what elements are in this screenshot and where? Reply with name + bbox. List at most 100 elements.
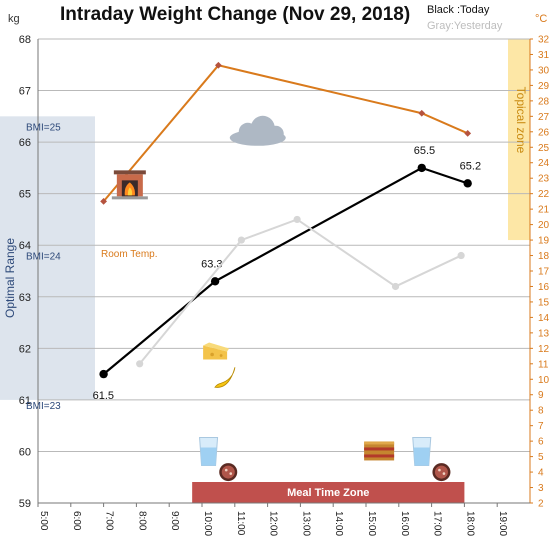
today-point [99,369,108,379]
x-tick-label: 6:00 [71,511,82,531]
today-data-label: 63.3 [201,258,222,270]
cloud-puff [267,125,284,142]
y-left-unit: kg [8,13,20,25]
y-right-tick-label: 20 [538,220,550,231]
y-right-tick-label: 4 [538,468,544,479]
cheese-icon [203,342,230,360]
fat-dot [229,472,233,475]
y-right-tick-label: 14 [538,313,550,324]
water-glass-icon [412,436,432,466]
bmi-label: BMI=23 [26,401,61,412]
bmi-label: BMI=25 [26,123,61,134]
x-tick-label: 10:00 [202,511,213,536]
x-tick-label: 5:00 [38,511,49,531]
yesterday-point [457,251,465,260]
banana-body [214,367,236,388]
series-line-room-temp- [102,64,469,203]
y-right-tick-label: 3 [538,483,544,494]
y-right-tick-label: 12 [538,344,550,355]
y-right-tick-label: 25 [538,143,550,154]
sauce-layer [364,447,395,451]
icons-layer [111,115,451,482]
x-tick-label: 9:00 [169,511,180,531]
fat-dot [438,468,441,472]
yesterday-point [293,215,301,224]
y-right-tick-label: 19 [538,236,550,247]
y-right-tick-label: 26 [538,127,550,138]
room-temp-point [100,198,107,205]
y-right-tick-label: 27 [538,112,550,123]
base [111,196,148,200]
y-left-tick-label: 67 [19,86,31,98]
y-left-tick-label: 65 [19,189,31,201]
y-right-tick-label: 32 [538,35,550,46]
y-right-tick-label: 9 [538,390,544,401]
y-right-tick-label: 18 [538,251,550,262]
cheese-top [203,342,230,352]
y-left-tick-label: 62 [19,343,31,355]
y-right-tick-label: 16 [538,282,550,293]
flame-core [127,187,133,196]
cloud-icon [229,115,286,146]
fireplace-icon [111,170,148,200]
y-right-tick-label: 7 [538,421,544,432]
mantel [113,170,146,175]
y-left-tick-label: 60 [19,446,31,458]
x-tick-label: 16:00 [399,511,410,536]
x-tick-label: 18:00 [464,511,475,536]
x-tick-label: 17:00 [432,511,443,536]
y-right-tick-label: 30 [538,65,550,76]
x-tick-label: 7:00 [104,511,115,531]
yesterday-point [237,236,245,244]
y-right-unit: °C [535,13,547,25]
water [200,447,217,466]
y-right-tick-label: 8 [538,406,544,417]
y-right-tick-label: 2 [538,499,544,510]
y-right-tick-label: 29 [538,81,550,92]
y-right-tick-label: 13 [538,328,550,339]
today-point [210,277,220,286]
yesterday-point [391,282,400,291]
room-temp-point [464,129,472,137]
series-line-yesterday [138,218,462,365]
top-layer [364,441,395,445]
cheese-hole [210,352,214,357]
y-right-tick-label: 22 [538,189,550,200]
water [413,447,430,466]
y-left-tick-label: 68 [19,34,31,46]
today-data-label: 65.2 [460,160,481,172]
lasagna-body [364,442,395,461]
x-tick-label: 19:00 [497,511,508,536]
bands [0,39,530,503]
y-left-tick-label: 59 [19,498,31,510]
x-tick-label: 11:00 [235,511,246,536]
today-data-label: 61.5 [93,390,114,402]
y-right-tick-label: 15 [538,297,550,308]
sausage-inner [434,465,448,479]
y-right-tick-label: 17 [538,267,550,278]
optimal-range-label: Optimal Range [3,238,17,318]
tropical-zone-label: Topical zone [514,87,528,154]
optimal-range-band [0,116,95,400]
today-point [417,163,426,173]
yesterday-point [136,360,144,368]
cheese-hole [219,354,223,357]
today-point [463,179,472,188]
bmi-label: BMI=24 [26,252,61,263]
sausage-icon [219,463,238,482]
sauce-layer [364,454,395,458]
gridlines [38,38,530,504]
y-left-tick-label: 63 [19,292,31,304]
y-right-tick-label: 11 [538,359,549,370]
tropical-zone-band [508,39,530,241]
fat-dot [224,468,228,472]
x-tick-label: 8:00 [136,511,147,531]
meal-time-zone-bar [192,482,465,503]
x-tick-label: 12:00 [268,511,279,536]
meal-zone-label: Meal Time Zone [287,487,369,499]
banana-icon [214,367,236,388]
chart-title: Intraday Weight Change (Nov 29, 2018) [60,4,410,25]
x-tick-label: 14:00 [333,511,344,536]
y-right-tick-label: 6 [538,437,544,448]
